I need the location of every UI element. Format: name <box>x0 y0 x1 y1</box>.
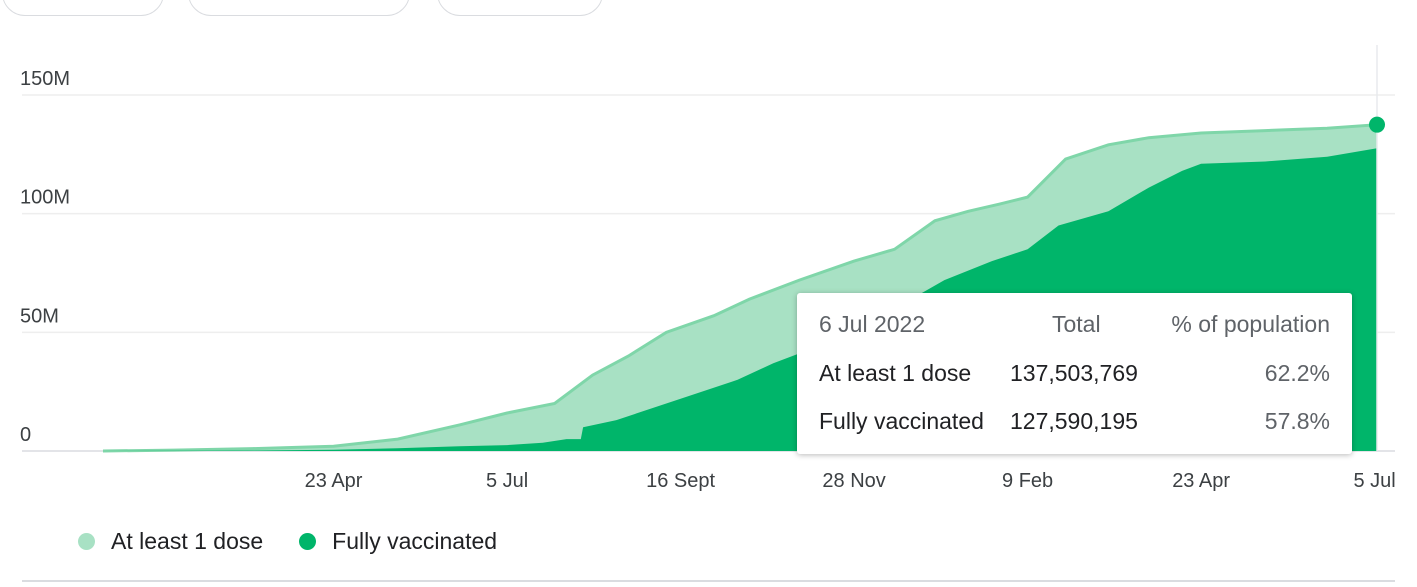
hover-point <box>1369 116 1385 133</box>
tooltip-row-pct: 62.2% <box>1264 360 1330 386</box>
hover-markers <box>1369 45 1385 451</box>
tooltip-row-total: 137,503,769 <box>1010 360 1138 386</box>
legend-item-fully-vaccinated[interactable]: Fully vaccinated <box>299 528 497 555</box>
y-tick-label: 50M <box>20 305 59 327</box>
legend-swatch-fully-vaccinated <box>299 533 317 550</box>
y-axis-ticks: 0 50M 100M 150M <box>20 68 70 446</box>
y-tick-label: 150M <box>20 68 70 90</box>
tooltip-row-label: Fully vaccinated <box>819 408 984 434</box>
tooltip-pct-header: % of population <box>1171 311 1330 337</box>
legend-item-first-dose[interactable]: At least 1 dose <box>78 528 263 555</box>
tooltip-row-pct: 57.8% <box>1264 408 1330 434</box>
legend-label: Fully vaccinated <box>332 528 498 554</box>
data-tooltip: 6 Jul 2022 Total % of population At leas… <box>797 293 1352 454</box>
line-first-dose <box>102 123 1378 453</box>
chart-legend: At least 1 dose Fully vaccinated <box>78 528 533 555</box>
x-axis-ticks: 23 Apr 5 Jul 16 Sept 28 Nov 9 Feb 23 Apr 5 Jul <box>305 470 1396 492</box>
legend-label: At least 1 dose <box>111 528 264 554</box>
legend-swatch-first-dose <box>78 533 95 550</box>
tooltip-row-total: 127,590,195 <box>1010 408 1138 434</box>
x-tick-label: 28 Nov <box>822 470 885 492</box>
x-tick-label: 16 Sept <box>646 470 715 492</box>
y-tick-label: 0 <box>20 424 31 446</box>
tooltip-date: 6 Jul 2022 <box>819 311 926 337</box>
tooltip-row-label: At least 1 dose <box>819 360 972 386</box>
y-tick-label: 100M <box>20 187 70 209</box>
tooltip-total-header: Total <box>1052 311 1101 337</box>
x-tick-label: 5 Jul <box>486 470 528 492</box>
x-tick-label: 23 Apr <box>305 470 363 492</box>
x-tick-label: 23 Apr <box>1172 470 1230 492</box>
x-tick-label: 5 Jul <box>1353 470 1395 492</box>
x-tick-label: 9 Feb <box>1002 470 1053 492</box>
bottom-divider <box>22 580 1395 582</box>
